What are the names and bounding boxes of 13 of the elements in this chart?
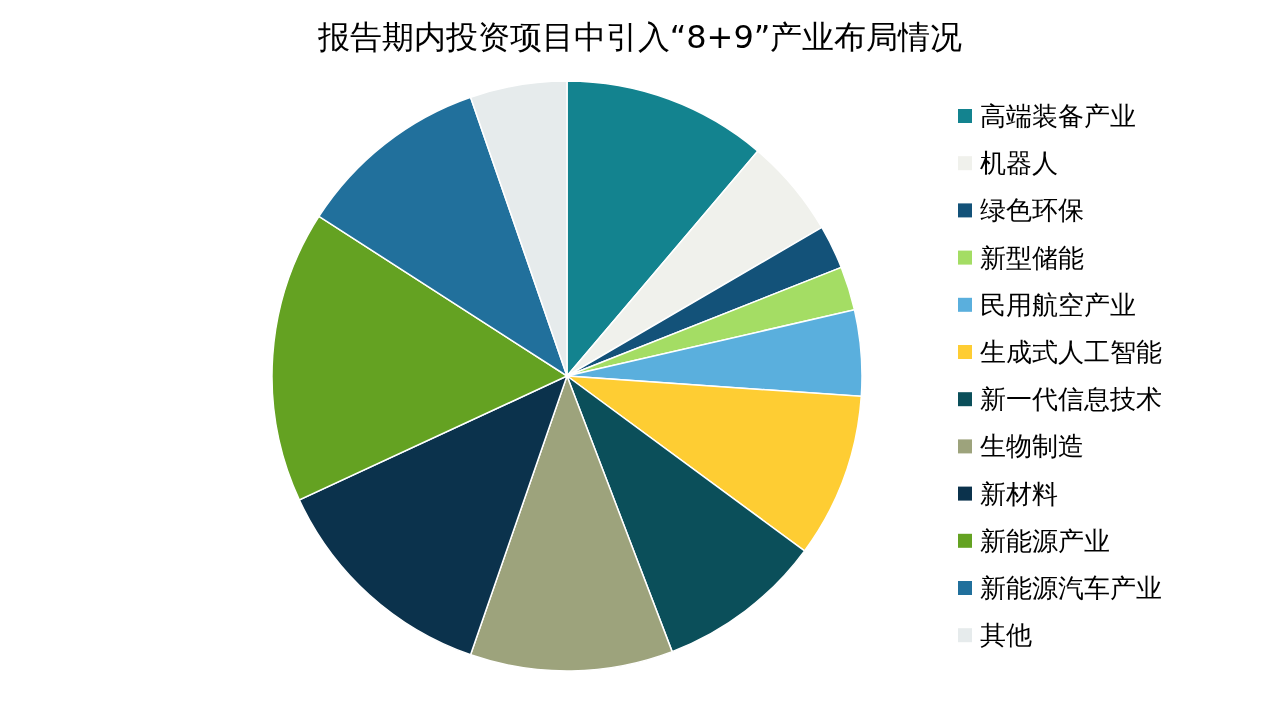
legend-label: 新能源汽车产业: [980, 573, 1162, 603]
legend-label: 生物制造: [980, 431, 1084, 462]
legend-label: 新材料: [980, 478, 1058, 509]
legend-label: 新能源产业: [980, 525, 1110, 556]
legend-label: 高端装备产业: [980, 101, 1136, 131]
chart-title: 报告期内投资项目中引入“8+9”产业布局情况: [316, 18, 963, 56]
legend-label: 生成式人工智能: [980, 337, 1162, 367]
legend-label: 其他: [980, 620, 1032, 651]
legend-label: 新型储能: [980, 242, 1084, 273]
legend-label: 机器人: [980, 148, 1058, 179]
legend-label: 新一代信息技术: [980, 384, 1162, 415]
legend-label: 民用航空产业: [980, 289, 1136, 320]
legend-label: 绿色环保: [980, 195, 1084, 226]
